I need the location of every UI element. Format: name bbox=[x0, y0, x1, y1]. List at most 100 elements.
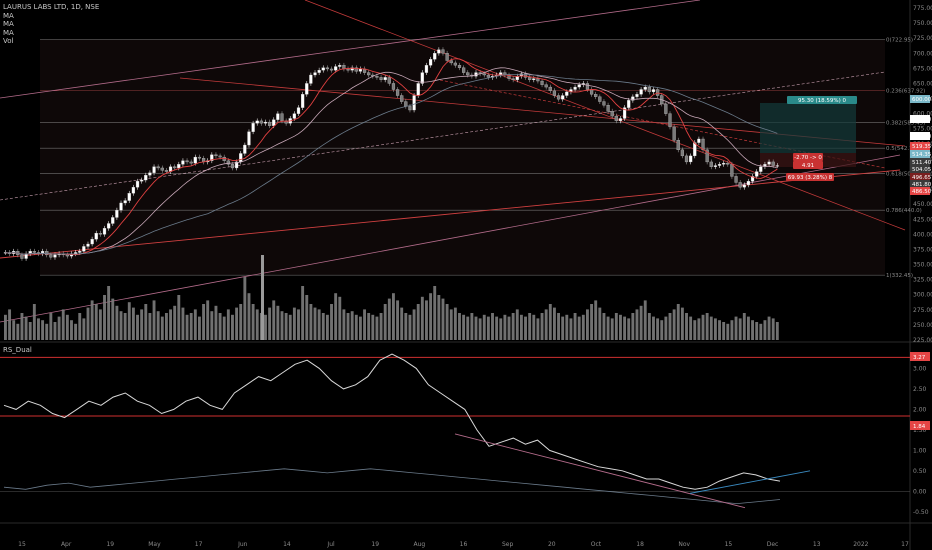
candle-body bbox=[400, 95, 404, 102]
volume-legend[interactable]: Vol bbox=[3, 37, 14, 45]
price-tick-label: 375.00 bbox=[913, 246, 932, 253]
volume-bar bbox=[763, 320, 767, 340]
volume-bar bbox=[239, 304, 243, 340]
volume-bar bbox=[441, 298, 445, 340]
candle-body bbox=[127, 193, 131, 201]
indicator-tick-label: 2.50 bbox=[913, 386, 927, 393]
candle-body bbox=[528, 77, 532, 80]
volume-bar bbox=[639, 305, 643, 340]
price-axis-badge-label: 535.40 bbox=[912, 134, 932, 140]
ma-legend-3[interactable]: MA bbox=[3, 28, 14, 37]
candle-body bbox=[90, 239, 94, 245]
candle-body bbox=[102, 228, 107, 235]
volume-bar bbox=[449, 309, 453, 340]
chart-legend: LAURUS LABS LTD, 1D, NSE MA MA MA Vol bbox=[3, 3, 99, 46]
indicator-legend[interactable]: RS_Dual bbox=[3, 346, 32, 354]
volume-bar bbox=[532, 314, 536, 340]
candle-body bbox=[639, 89, 643, 95]
candle-body bbox=[643, 86, 647, 90]
volume-bar bbox=[70, 320, 73, 340]
volume-bar bbox=[45, 323, 49, 340]
volume-bar bbox=[94, 304, 98, 340]
volume-bar bbox=[420, 296, 424, 340]
candle-body bbox=[511, 78, 515, 80]
candle-body bbox=[544, 84, 548, 88]
volume-bar bbox=[119, 311, 123, 340]
measure-mid-top-label: -2.70 -> 0 bbox=[794, 155, 822, 161]
candle-body bbox=[668, 113, 672, 128]
volume-bar bbox=[515, 309, 519, 340]
candle-body bbox=[292, 113, 296, 119]
volume-bar bbox=[61, 309, 65, 340]
volume-bar bbox=[726, 323, 730, 340]
volume-bar bbox=[65, 314, 69, 340]
volume-bar bbox=[32, 304, 36, 340]
volume-bar bbox=[363, 309, 366, 340]
candle-body bbox=[218, 155, 222, 158]
price-axis-badge-label: 496.65 bbox=[912, 175, 932, 181]
measure-lower bbox=[786, 173, 834, 181]
candle-body bbox=[466, 72, 470, 76]
candle-body bbox=[107, 223, 111, 229]
price-axis-badge-label: 580.20 bbox=[912, 117, 932, 123]
fib-level-label: 0(722.95) bbox=[886, 37, 913, 43]
volume-bar bbox=[751, 320, 754, 340]
volume-bar bbox=[338, 296, 342, 340]
volume-bar bbox=[231, 314, 234, 340]
candle-body bbox=[325, 67, 329, 70]
candle-body bbox=[305, 83, 309, 95]
candle-body bbox=[746, 181, 751, 186]
candle-body bbox=[395, 89, 400, 96]
time-tick-label: 17 bbox=[195, 541, 203, 548]
time-tick-label: Apr bbox=[61, 541, 72, 548]
candle-body bbox=[358, 68, 363, 72]
volume-bar bbox=[544, 309, 548, 340]
volume-bar bbox=[173, 305, 177, 340]
candle-body bbox=[185, 160, 189, 163]
volume-bar bbox=[8, 309, 12, 340]
volume-bar bbox=[90, 300, 94, 340]
candle-body bbox=[189, 161, 193, 164]
volume-bar bbox=[330, 304, 333, 340]
candle-body bbox=[197, 156, 202, 159]
time-tick-label: 14 bbox=[283, 541, 291, 548]
ma-legend-2[interactable]: MA bbox=[3, 20, 14, 28]
price-axis-badge bbox=[910, 187, 930, 195]
volume-bar bbox=[98, 309, 102, 340]
volume-bar bbox=[507, 316, 511, 340]
volume-bar bbox=[631, 313, 635, 340]
volume-bar bbox=[288, 314, 292, 340]
volume-bar bbox=[775, 322, 779, 340]
time-tick-label: 18 bbox=[636, 541, 644, 548]
price-tick-label: 775.00 bbox=[913, 5, 932, 12]
volume-bar bbox=[20, 313, 24, 340]
volume-bar bbox=[685, 313, 688, 340]
measure-mid-top bbox=[793, 153, 823, 161]
volume-bar bbox=[305, 295, 309, 340]
candle-body bbox=[408, 106, 412, 111]
candle-body bbox=[552, 90, 557, 96]
volume-bar bbox=[697, 318, 701, 340]
volume-bar bbox=[218, 313, 222, 340]
price-axis-badge-label: 504.05 bbox=[912, 167, 932, 173]
candle-body bbox=[313, 72, 317, 76]
indicator-axis-badge bbox=[910, 421, 930, 430]
price-tick-label: 350.00 bbox=[913, 262, 932, 269]
indicator-axis-badge-label: 1.84 bbox=[913, 424, 926, 430]
volume-bar bbox=[41, 320, 45, 340]
candle-body bbox=[585, 83, 590, 90]
volume-bar bbox=[660, 320, 664, 340]
candle-body bbox=[160, 167, 164, 171]
volume-bar bbox=[647, 313, 651, 340]
volume-bar bbox=[614, 313, 618, 340]
volume-bar bbox=[317, 309, 321, 340]
symbol-title[interactable]: LAURUS LABS LTD, 1D, NSE bbox=[3, 3, 100, 11]
candle-body bbox=[676, 140, 680, 151]
candle-body bbox=[181, 160, 185, 165]
volume-bar bbox=[478, 318, 482, 340]
volume-bar bbox=[466, 316, 470, 340]
volume-bar bbox=[594, 300, 598, 340]
candle-body bbox=[115, 210, 119, 218]
ma-legend-1[interactable]: MA bbox=[3, 11, 14, 20]
